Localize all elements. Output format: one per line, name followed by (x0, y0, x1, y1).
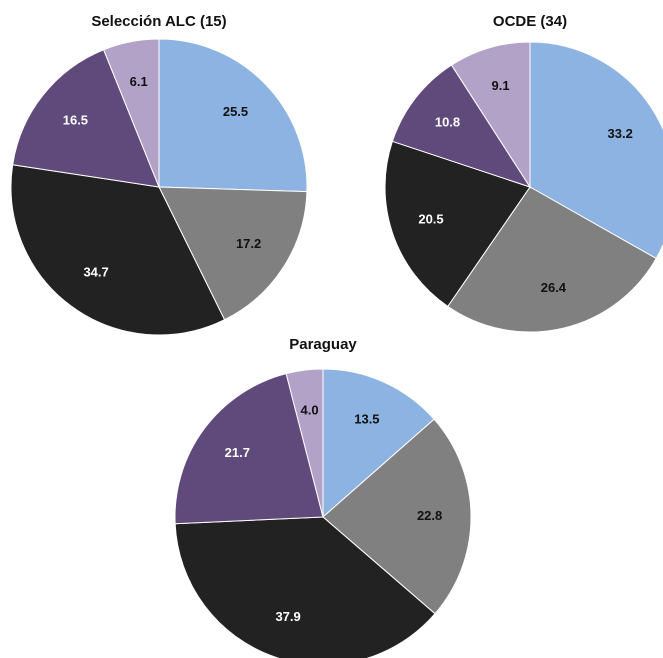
slice-label-seleccion-alc-4: 16.5 (63, 112, 88, 127)
pie-slice-seleccion-alc-2 (158, 186, 308, 321)
pie-slice-paraguay-5 (285, 368, 324, 518)
pie-2-slices: 13.5 22.8 37.9 21.7 4.0 (174, 368, 472, 658)
pie-slice-paraguay-4 (174, 373, 324, 525)
pie-slice-paraguay-1 (322, 368, 435, 519)
slice-label-paraguay-5: 4.0 (301, 403, 319, 418)
slice-label-paraguay-4: 21.7 (225, 445, 250, 460)
pie-slice-ocde-5 (450, 41, 531, 189)
pie-slice-seleccion-alc-3 (10, 164, 226, 336)
pie-slice-ocde-3 (384, 140, 531, 308)
slice-label-paraguay-2: 22.8 (417, 508, 442, 523)
slice-label-seleccion-alc-5: 6.1 (130, 74, 148, 89)
slice-label-seleccion-alc-1: 25.5 (223, 104, 248, 119)
pie-1-slices: 33.2 26.4 20.5 10.8 9.1 (384, 41, 663, 333)
chart-title-ocde: OCDE (34) (493, 13, 567, 30)
pie-slice-seleccion-alc-4 (12, 49, 160, 188)
chart-title-paraguay: Paraguay (289, 336, 357, 353)
pie-slice-seleccion-alc-1 (158, 38, 308, 193)
slice-label-ocde-3: 20.5 (418, 212, 443, 227)
slice-label-ocde-5: 9.1 (492, 78, 510, 93)
slice-label-ocde-1: 33.2 (608, 126, 633, 141)
pie-chart-ocde: OCDE (34) 33.2 26.4 20.5 10.8 9.1 (384, 13, 663, 333)
pie-slice-ocde-1 (529, 41, 663, 260)
pie-0-slices: 25.5 17.2 34.7 16.5 6.1 (10, 38, 308, 336)
pie-chart-paraguay: Paraguay 13.5 22.8 37.9 21.7 4.0 (174, 336, 472, 658)
slice-label-seleccion-alc-2: 17.2 (236, 236, 261, 251)
pie-slice-ocde-4 (391, 64, 532, 188)
slice-label-seleccion-alc-3: 34.7 (83, 264, 108, 279)
pie-chart-seleccion-alc: Selección ALC (15) 25.5 17.2 34.7 16.5 6.1 (10, 13, 308, 336)
slice-label-paraguay-1: 13.5 (354, 411, 379, 426)
pie-slice-seleccion-alc-5 (102, 38, 160, 188)
slice-label-paraguay-3: 37.9 (275, 609, 300, 624)
slice-label-ocde-2: 26.4 (541, 280, 567, 295)
chart-title-seleccion-alc: Selección ALC (15) (91, 13, 226, 30)
slice-label-ocde-4: 10.8 (435, 114, 460, 129)
pie-slice-paraguay-2 (322, 418, 472, 615)
pie-slice-ocde-2 (447, 186, 657, 333)
pie-slice-paraguay-3 (174, 516, 436, 658)
